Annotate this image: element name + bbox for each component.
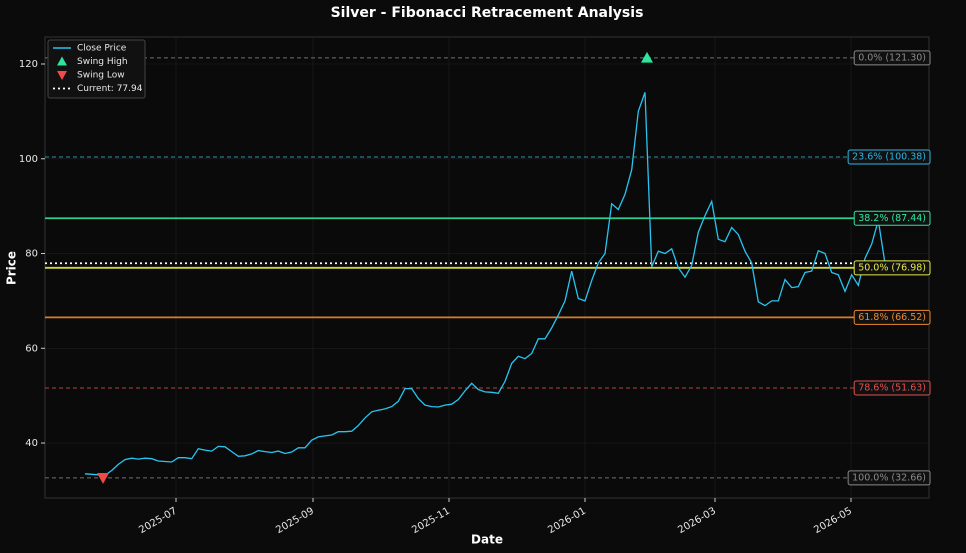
x-axis-label: Date <box>471 533 503 547</box>
level-label: 100.0% (32.66) <box>852 472 926 483</box>
level-label-box <box>853 380 931 396</box>
level-label-box <box>853 260 931 276</box>
legend-label: Close Price <box>77 44 127 54</box>
level-label: 0.0% (121.30) <box>858 52 926 63</box>
legend-label: Swing Low <box>77 71 125 81</box>
level-label: 23.6% (100.38) <box>852 151 926 162</box>
level-label: 61.8% (66.52) <box>858 312 926 323</box>
level-label: 78.6% (51.63) <box>858 382 926 393</box>
y-tick-label: 40 <box>25 438 38 449</box>
level-label-box <box>847 149 931 165</box>
swing-marker <box>641 51 653 63</box>
legend-swatch <box>57 56 67 66</box>
legend-label: Swing High <box>77 57 128 67</box>
level-label-box <box>847 470 931 486</box>
level-label-box <box>853 50 931 66</box>
legend-box <box>47 39 146 99</box>
y-tick-label: 60 <box>25 343 38 354</box>
level-label-box <box>853 309 931 325</box>
y-tick-label: 80 <box>25 249 38 260</box>
level-label: 38.2% (87.44) <box>858 213 926 224</box>
y-tick-label: 120 <box>19 59 38 70</box>
swing-marker <box>97 473 109 484</box>
price-line <box>84 92 886 476</box>
y-axis-label: Price <box>5 251 19 285</box>
legend-swatch <box>57 71 67 80</box>
level-label: 50.0% (76.98) <box>858 262 926 273</box>
y-tick-label: 100 <box>19 154 38 165</box>
chart-title: Silver - Fibonacci Retracement Analysis <box>331 5 644 21</box>
legend-label: Current: 77.94 <box>77 84 143 94</box>
level-label-box <box>853 210 931 226</box>
